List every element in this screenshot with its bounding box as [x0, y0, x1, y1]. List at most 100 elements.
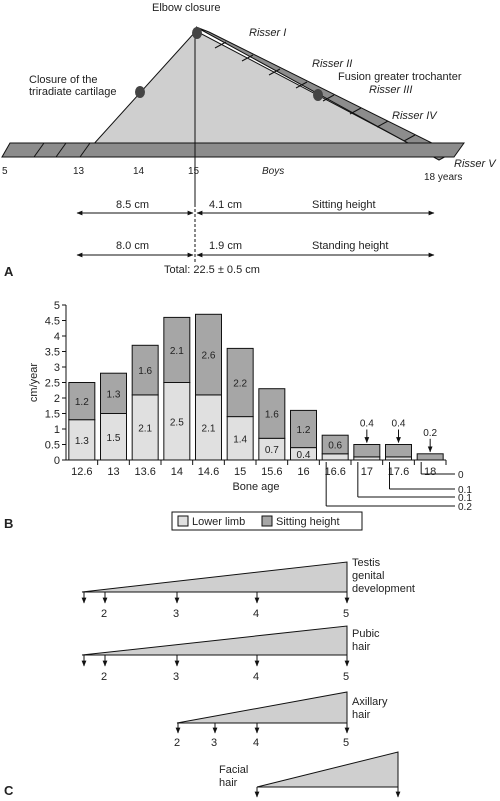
side-value-lower-limb: 0.1 [458, 493, 472, 504]
data-label-lower-limb: 0.7 [265, 445, 279, 456]
y-tick-label: 1 [54, 424, 60, 436]
x-tick-label: 16.6 [324, 466, 345, 478]
pubic-stage-3: 3 [173, 671, 179, 683]
y-tick-label: 4.5 [45, 316, 60, 328]
y-tick-label: 4 [54, 331, 60, 343]
x-tick-label: 13 [107, 466, 119, 478]
risser-4-label: Risser IV [392, 110, 438, 122]
data-label-lower-limb: 2.1 [202, 423, 216, 434]
bone-age-chart: 0 0.5 1 1.5 2 2.5 3 3.5 4 4.5 5 cm/year 12.6 1.3 1.2 13… [28, 300, 472, 513]
risser-3-label: Risser III [369, 84, 412, 96]
boys-label: Boys [262, 166, 284, 177]
data-label-sitting-height: 2.1 [170, 346, 184, 357]
bar-sitting-height [163, 316, 191, 383]
bar-sitting-height [258, 388, 286, 439]
risser-5-label: Risser V [454, 158, 497, 170]
x-tick-label: 16 [297, 466, 309, 478]
side-value-lower-limb: 0.1 [458, 485, 472, 496]
facial-label-line2: hair [219, 777, 238, 789]
x-tick-label: 15 [234, 466, 246, 478]
facial-triangle [256, 751, 399, 788]
data-label-sitting-height: 2.2 [233, 379, 247, 390]
sitting-after-value: 4.1 cm [209, 199, 242, 211]
y-axis-label: cm/year [28, 363, 40, 402]
y-tick-label: 0 [54, 455, 60, 467]
bar-sitting-height [385, 444, 412, 458]
legend-label-lower-limb: Lower limb [192, 516, 245, 528]
testis-stage-4: 4 [253, 608, 259, 620]
standing-after-value: 1.9 cm [209, 240, 242, 252]
testis-label-line2: genital [352, 570, 384, 582]
axillary-triangle [176, 691, 348, 724]
pubic-stage-4: 4 [253, 671, 259, 683]
testis-label-line3: development [352, 583, 415, 595]
elbow-closure-dot [192, 27, 202, 39]
axillary-arrows [175, 723, 350, 734]
panel-b-label: B [4, 516, 13, 531]
bar-lower-limb [68, 419, 96, 461]
bar-sitting-height [290, 409, 317, 449]
bar-lower-limb [226, 416, 254, 461]
y-tick-label: 1.5 [45, 409, 60, 421]
y-tick-label: 3.5 [45, 347, 60, 359]
x-tick-label: 17.6 [388, 466, 409, 478]
x-tick-label: 17 [361, 466, 373, 478]
axillary-stage-4: 4 [253, 737, 259, 749]
age-tick-5: 5 [2, 166, 8, 177]
bar-sitting-height [131, 344, 159, 396]
testis-arrows [81, 592, 350, 604]
standing-before-value: 8.0 cm [116, 240, 149, 252]
y-tick-label: 3 [54, 362, 60, 374]
facial-label-line1: Facial [219, 764, 248, 776]
pubic-triangle [81, 625, 348, 656]
callout-label-sitting-height: 0.2 [423, 428, 437, 439]
fusion-trochanter-label: Fusion greater trochanter [338, 71, 462, 83]
triradiate-label-line1: Closure of the [29, 74, 97, 86]
facial-arrows [254, 787, 401, 798]
x-tick-label: 15.6 [261, 466, 282, 478]
data-label-sitting-height: 1.2 [75, 397, 89, 408]
testis-stage-2: 2 [101, 608, 107, 620]
age-bar-ticks [33, 142, 91, 158]
bar-sitting-height [195, 313, 222, 396]
data-label-lower-limb: 1.5 [107, 433, 121, 444]
testis-stage-3: 3 [173, 608, 179, 620]
data-label-sitting-height: 0.6 [328, 441, 342, 452]
x-tick-label: 18 [424, 466, 436, 478]
pubic-label-line1: Pubic [352, 628, 380, 640]
side-value-lower-limb: 0 [458, 470, 464, 481]
age-bar [1, 142, 465, 158]
pubic-arrows [81, 655, 350, 667]
panel-a: Elbow closure Closure of the triradiate … [1, 2, 497, 279]
total-label: Total: 22.5 ± 0.5 cm [164, 264, 260, 276]
sitting-height-label: Sitting height [312, 199, 376, 211]
pubic-stage-5: 5 [343, 671, 349, 683]
sitting-before-value: 8.5 cm [116, 199, 149, 211]
axillary-label-line2: hair [352, 709, 371, 721]
legend-swatch-sitting-height [261, 515, 273, 527]
standing-height-label: Standing height [312, 240, 388, 252]
risser-1-label: Risser I [249, 27, 286, 39]
bar-sitting-height [68, 382, 96, 421]
trochanter-dot [313, 89, 323, 101]
elbow-closure-label: Elbow closure [152, 2, 220, 14]
risser-band-ticks [214, 41, 416, 142]
data-label-lower-limb: 1.4 [233, 434, 247, 445]
bar-sitting-height [226, 347, 254, 418]
bar-sitting-height [416, 453, 444, 461]
x-tick-label: 13.6 [134, 466, 155, 478]
axillary-stage-5: 5 [343, 737, 349, 749]
y-tick-label: 5 [54, 300, 60, 312]
panel-c-label: C [4, 783, 14, 798]
data-label-lower-limb: 2.1 [138, 423, 152, 434]
bar-sitting-height [100, 372, 127, 415]
y-tick-label: 2 [54, 393, 60, 405]
risser-2-label: Risser II [312, 58, 352, 70]
data-label-lower-limb: 1.3 [75, 436, 89, 447]
data-label-lower-limb: 2.5 [170, 417, 184, 428]
x-tick-label: 14 [171, 466, 183, 478]
age-tick-14: 14 [133, 166, 145, 177]
y-tick-label: 2.5 [45, 378, 60, 390]
axillary-stage-3: 3 [211, 737, 217, 749]
